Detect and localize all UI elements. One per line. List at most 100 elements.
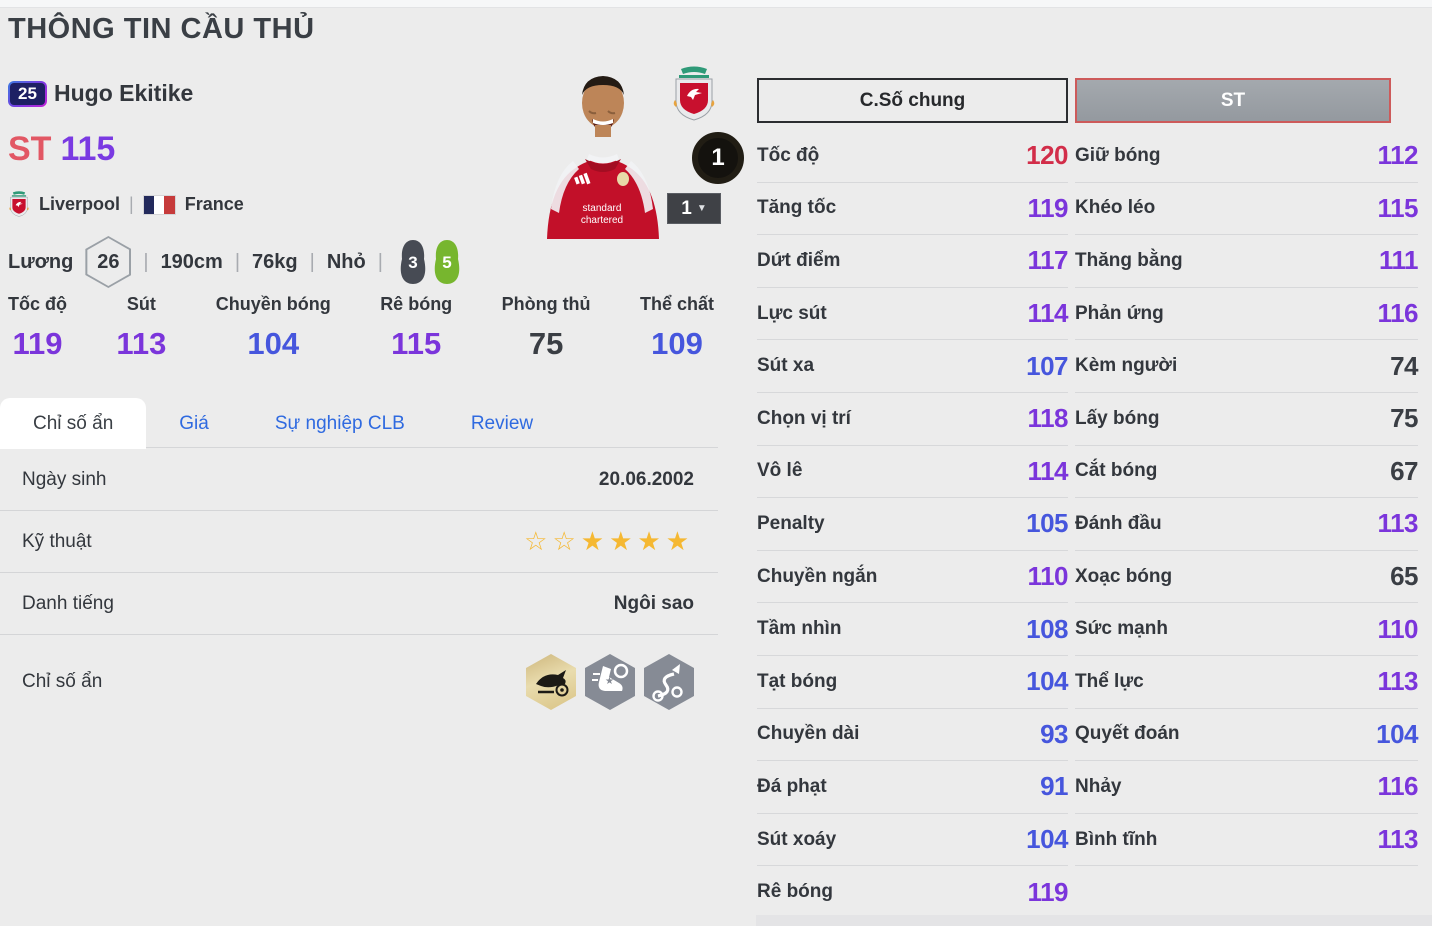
stat-value: 65 — [1390, 561, 1418, 592]
stat-label: Sút xa — [757, 355, 815, 377]
summary-stats: Tốc độ 119 Sút 113 Chuyền bóng 104 Rê bó… — [8, 294, 714, 362]
tab-label: Sự nghiệp CLB — [274, 412, 405, 434]
star-icon: ☆ — [524, 526, 553, 556]
stat-value: 113 — [1377, 508, 1419, 539]
tab[interactable]: Chỉ số ẩn — [0, 398, 147, 449]
stat-label: Kèm người — [1075, 355, 1178, 377]
skill-stars: ☆☆★★★★ — [524, 526, 694, 557]
stat-value: 75 — [1390, 403, 1418, 434]
stat-row: Thể lực 113 — [1075, 656, 1419, 709]
enhance-level-selected: 1 — [681, 197, 692, 219]
player-photo: standard chartered — [547, 76, 659, 239]
svg-text:★: ★ — [605, 676, 614, 687]
stat-row: Tăng tốc 119 — [757, 183, 1069, 236]
stat-label: Đá phạt — [757, 775, 827, 797]
fame-row: Danh tiếng Ngôi sao — [0, 573, 718, 635]
stat-label: Quyết đoán — [1075, 723, 1180, 745]
stat-row: Chuyền ngắn 110 — [757, 551, 1069, 604]
club-name: Liverpool — [39, 194, 121, 214]
stat-row: Thăng bằng 111 — [1075, 235, 1419, 288]
stat-label: Sút xoáy — [757, 828, 837, 850]
position-stats-button[interactable]: ST — [1075, 78, 1391, 123]
stat-label: Vô lê — [757, 460, 803, 482]
stat-label: Sức mạnh — [1075, 618, 1168, 640]
summary-stat-label: Thể chất — [639, 294, 714, 314]
position-label: ST — [8, 130, 52, 168]
stat-row: Quyết đoán 104 — [1075, 709, 1418, 762]
stat-label: Tạt bóng — [757, 670, 838, 692]
stat-value: 108 — [1026, 613, 1068, 644]
player-attributes-row: Lương 26 | 190cm | 76kg | Nhỏ | 3 5 — [8, 234, 463, 290]
position-rating: ST 115 — [8, 130, 115, 169]
chevron-down-icon: ▼ — [696, 203, 707, 214]
summary-stat: Thể chất 109 — [640, 294, 714, 362]
stat-value: 112 — [1377, 140, 1419, 171]
stat-row: Kèm người 74 — [1075, 340, 1418, 393]
summary-stat-value: 109 — [651, 326, 703, 361]
bottom-band — [756, 915, 1432, 926]
stat-value: 104 — [1026, 824, 1068, 855]
stat-row: Lấy bóng 75 — [1075, 393, 1418, 446]
weak-foot-value: 3 — [408, 253, 418, 272]
stat-value: 117 — [1027, 245, 1069, 276]
summary-stat-label: Chuyền bóng — [215, 294, 331, 314]
stat-row: Dứt điểm 117 — [757, 235, 1069, 288]
liverpool-crest-icon — [671, 66, 717, 123]
salary-badge: 26 — [85, 236, 132, 288]
strong-foot-badge: 5 — [431, 238, 463, 286]
stat-row: Lực sút 114 — [757, 288, 1069, 341]
liverpool-crest-icon — [8, 191, 30, 218]
separator: | — [143, 250, 149, 273]
tab[interactable]: Sự nghiệp CLB — [242, 398, 438, 449]
stat-value: 115 — [1377, 192, 1419, 223]
enhance-level-dropdown[interactable]: 1 ▼ — [667, 193, 721, 224]
stat-label: Tốc độ — [757, 144, 820, 166]
stat-label: Lực sút — [757, 302, 827, 324]
dribble-path-icon — [644, 654, 694, 710]
summary-stat-label: Rê bóng — [380, 294, 453, 314]
position-stats-button-label: ST — [1220, 89, 1246, 111]
stat-row: Phản ứng 116 — [1075, 288, 1419, 341]
star-icon: ★ — [665, 526, 694, 556]
birthdate-row: Ngày sinh 20.06.2002 — [0, 449, 718, 511]
separator: | — [309, 250, 315, 273]
summary-stat-label: Phòng thủ — [501, 294, 591, 314]
foot-ratings: 3 5 — [397, 238, 463, 286]
stat-value: 93 — [1040, 718, 1068, 749]
summary-stat-label: Sút — [126, 294, 156, 314]
tab[interactable]: Giá — [146, 398, 242, 449]
stat-label: Penalty — [757, 512, 825, 534]
france-flag-icon — [142, 194, 176, 215]
tab-label: Giá — [179, 412, 209, 434]
stat-value: 113 — [1377, 824, 1419, 855]
hidden-trait-icons: ★ — [526, 654, 694, 710]
stat-label: Rê bóng — [757, 881, 833, 903]
stat-value: 105 — [1026, 508, 1068, 539]
stat-row: Sút xoáy 104 — [757, 814, 1068, 867]
general-stats-button[interactable]: C.Số chung — [757, 78, 1068, 123]
weak-foot-badge: 3 — [397, 238, 429, 286]
skill-row: Kỹ thuật ☆☆★★★★ — [0, 511, 718, 573]
stat-label: Giữ bóng — [1075, 144, 1161, 166]
fame-label: Danh tiếng — [22, 592, 114, 614]
stat-label: Chuyền dài — [757, 723, 860, 745]
jersey-number: 25 — [10, 83, 45, 105]
hidden-traits-row: Chỉ số ẩn — [0, 635, 718, 729]
summary-stat-value: 115 — [391, 326, 442, 361]
stat-label: Xoạc bóng — [1075, 565, 1173, 587]
svg-text:standard: standard — [583, 203, 622, 214]
stat-row: Xoạc bóng 65 — [1075, 551, 1418, 604]
separator: | — [129, 194, 134, 214]
stat-label: Bình tĩnh — [1075, 828, 1158, 850]
stat-row: Đá phạt 91 — [757, 761, 1068, 814]
stat-label: Phản ứng — [1075, 302, 1164, 324]
summary-stat: Tốc độ 119 — [8, 294, 67, 362]
stat-value: 119 — [1027, 876, 1069, 907]
stat-row: Chuyền dài 93 — [757, 709, 1068, 762]
profile-table: Ngày sinh 20.06.2002 Kỹ thuật ☆☆★★★★ Dan… — [0, 449, 718, 729]
stat-row: Vô lê 114 — [757, 446, 1069, 499]
general-stats-button-label: C.Số chung — [859, 89, 966, 111]
svg-text:chartered: chartered — [581, 215, 623, 226]
tab[interactable]: Review — [438, 398, 566, 449]
enhance-level-badge: 1 — [692, 132, 744, 184]
